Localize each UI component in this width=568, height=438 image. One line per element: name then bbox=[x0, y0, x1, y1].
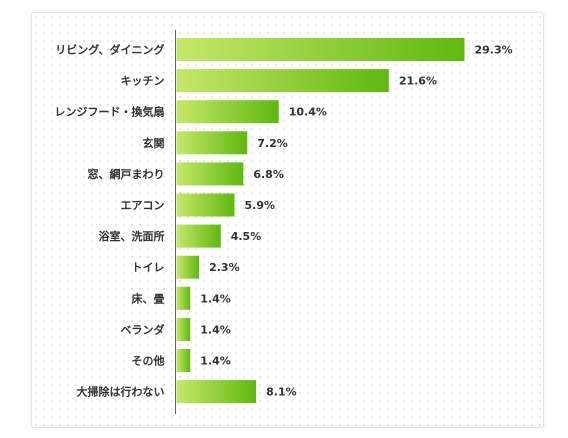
bar-6 bbox=[176, 224, 221, 248]
bar-11 bbox=[176, 380, 257, 404]
category-label-0: リビング、ダイニング bbox=[55, 43, 164, 57]
category-label-6: 浴室、洗面所 bbox=[99, 229, 165, 243]
category-label-1: キッチン bbox=[121, 75, 165, 88]
value-labels-group: 29.3% 21.6% 10.4% 7.2% 6.8% 5.9% 4.5% 2.3% 1.4% 1… bbox=[200, 44, 512, 399]
bar-2 bbox=[176, 100, 279, 124]
category-label-3: 玄関 bbox=[143, 136, 165, 150]
bar-8 bbox=[176, 286, 191, 310]
value-label-8: 1.4% bbox=[200, 292, 231, 305]
bar-7 bbox=[176, 255, 200, 279]
category-label-8: 床、畳 bbox=[132, 291, 165, 305]
value-label-2: 10.4% bbox=[289, 106, 327, 119]
category-label-9: ベランダ bbox=[121, 322, 165, 336]
value-label-9: 1.4% bbox=[200, 323, 231, 336]
bar-4 bbox=[176, 162, 244, 186]
value-label-4: 6.8% bbox=[253, 168, 284, 181]
value-label-5: 5.9% bbox=[244, 199, 275, 212]
bars-group bbox=[176, 38, 465, 404]
bar-0 bbox=[176, 38, 465, 61]
bar-3 bbox=[176, 131, 248, 155]
bar-5 bbox=[176, 193, 235, 217]
category-label-11: 大掃除は行わない bbox=[77, 385, 165, 399]
value-label-6: 4.5% bbox=[231, 230, 262, 243]
category-label-2: レンジフード・換気扇 bbox=[55, 105, 165, 119]
value-label-1: 21.6% bbox=[399, 75, 437, 88]
bar-9 bbox=[176, 317, 191, 341]
category-label-5: エアコン bbox=[121, 199, 165, 212]
category-label-7: トイレ bbox=[132, 261, 165, 274]
value-label-3: 7.2% bbox=[257, 137, 288, 150]
category-labels-group: リビング、ダイニングキッチンレンジフード・換気扇玄関窓、網戸まわりエアコン浴室、… bbox=[55, 43, 165, 399]
value-label-7: 2.3% bbox=[209, 261, 240, 274]
value-label-11: 8.1% bbox=[266, 386, 297, 399]
value-label-0: 29.3% bbox=[475, 44, 513, 57]
value-label-10: 1.4% bbox=[200, 355, 231, 368]
bar-1 bbox=[176, 69, 389, 93]
bar-10 bbox=[176, 349, 191, 372]
category-label-4: 窓、網戸まわり bbox=[88, 167, 165, 181]
category-label-10: その他 bbox=[132, 354, 165, 368]
